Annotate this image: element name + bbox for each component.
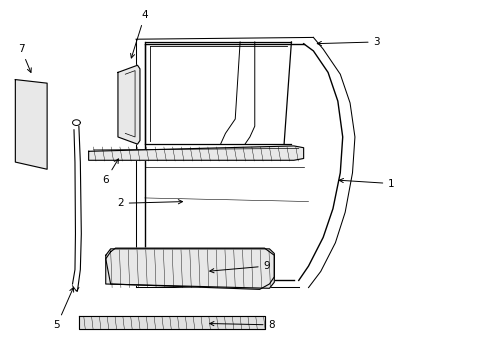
Text: 8: 8 bbox=[210, 320, 275, 330]
Polygon shape bbox=[89, 146, 304, 160]
Text: 4: 4 bbox=[131, 10, 148, 58]
Polygon shape bbox=[106, 248, 274, 289]
Text: 1: 1 bbox=[339, 179, 395, 189]
Text: 7: 7 bbox=[18, 44, 31, 72]
Text: 6: 6 bbox=[102, 159, 119, 185]
Text: 9: 9 bbox=[210, 261, 270, 273]
Polygon shape bbox=[15, 80, 47, 169]
Text: 2: 2 bbox=[117, 198, 182, 208]
Polygon shape bbox=[106, 249, 274, 288]
Text: 3: 3 bbox=[317, 37, 380, 47]
Polygon shape bbox=[118, 65, 140, 144]
Text: 5: 5 bbox=[53, 288, 74, 330]
Polygon shape bbox=[79, 316, 265, 329]
